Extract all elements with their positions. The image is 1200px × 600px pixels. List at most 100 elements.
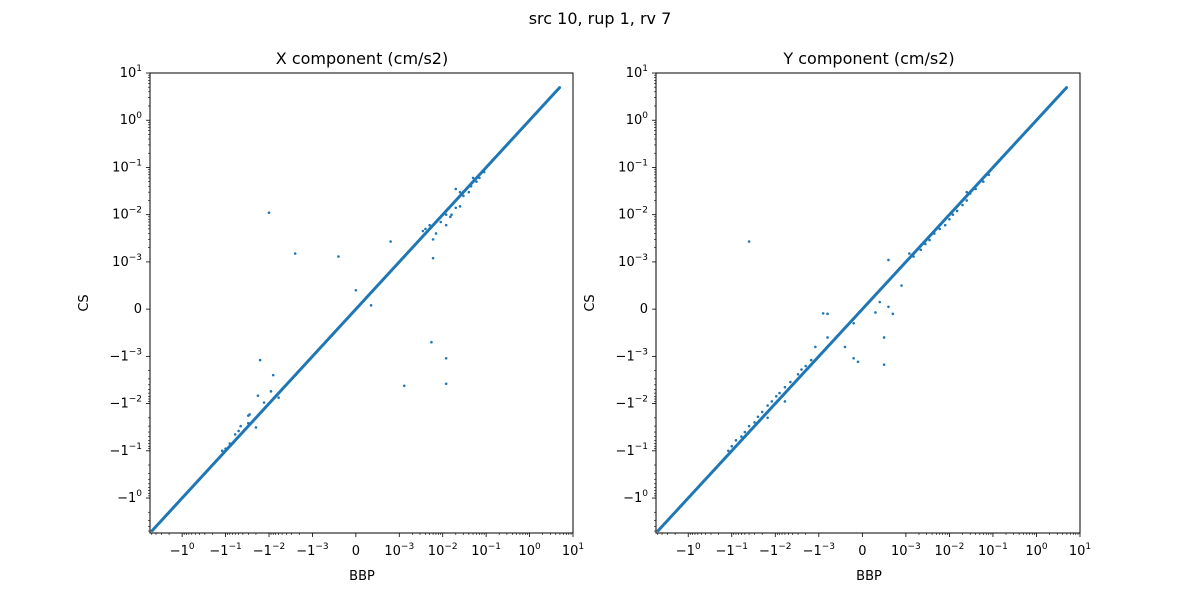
y-component-x-tick-label: 10−3 [891, 542, 921, 559]
y-component-scatter-points [727, 173, 991, 453]
y-component-scatter-point [789, 380, 792, 384]
x-component-scatter-point [277, 396, 280, 399]
x-component-x-tick-label: 100 [518, 542, 541, 559]
y-component-scatter-point [951, 213, 955, 216]
x-component-scatter-points [220, 170, 486, 453]
y-component-scatter-point [887, 305, 890, 309]
x-component-scatter-point [269, 390, 273, 393]
x-component-y-tick-label: 10−2 [112, 206, 142, 223]
y-component-scatter-point [965, 190, 969, 194]
y-component-scatter-point [760, 410, 764, 414]
y-component-x-tick-label: −1−2 [759, 542, 791, 559]
x-component-scatter-point [293, 252, 297, 255]
y-component-y-tick-label: 0 [640, 302, 648, 317]
y-component-scatter-point [968, 192, 972, 195]
y-component-scatter-point [924, 242, 927, 246]
y-component-y-tick-label: −1−2 [616, 395, 648, 412]
y-component-x-tick-label: −10 [676, 542, 701, 559]
y-component-scatter-point [796, 373, 800, 376]
y-component-diagonal-points [656, 86, 1069, 533]
x-component-axes-frame [149, 72, 574, 534]
x-component-panel: X component (cm/s2) BBP CS −10 −1−1 −1−2 −1… [77, 49, 584, 584]
x-component-x-tick-label: −1−3 [296, 542, 328, 559]
x-component-y-tick-label: 10−3 [112, 253, 142, 270]
x-component-scatter-point [454, 187, 458, 191]
x-component-scatter-point [246, 421, 250, 425]
y-component-scatter-point [948, 217, 951, 221]
y-component-axes-frame [655, 72, 1081, 534]
y-component-y-tick-label: 10−2 [618, 206, 648, 223]
x-component-x-tick-label: −1−2 [253, 542, 285, 559]
x-component-ylabel: CS [77, 294, 92, 311]
x-component-scatter-point [454, 206, 458, 210]
y-component-scatter-point [747, 240, 751, 243]
x-component-x-tick-label: 10−3 [384, 542, 414, 559]
x-component-scatter-point [462, 194, 465, 198]
y-component-diagonal-point [1065, 86, 1069, 90]
y-component-scatter-point [730, 444, 734, 448]
x-component-scatter-point [444, 223, 448, 227]
x-component-scatter-point [434, 232, 438, 235]
x-component-scatter-point [354, 288, 358, 292]
x-component-scatter-point [332, 331, 336, 335]
x-component-scatter-point [431, 256, 435, 260]
x-component-scatter-point [431, 238, 435, 241]
y-component-scatter-point [804, 364, 808, 368]
y-component-scatter-point [743, 430, 747, 434]
x-component-scatter-point [467, 190, 471, 194]
x-component-scatter-point [233, 433, 237, 436]
y-component-x-tick-label: −1−1 [716, 542, 748, 559]
y-component-scatter-point [852, 322, 855, 325]
y-component-scatter-point [774, 394, 778, 398]
x-component-scatter-point [478, 176, 481, 180]
y-component-scatter-point [809, 358, 813, 362]
x-component-scatter-point [337, 255, 340, 258]
y-component-y-tick-label: 101 [626, 64, 648, 81]
x-component-scatter-point [428, 223, 431, 227]
x-component-scatter-point [224, 447, 227, 450]
x-component-y-tick-label: −10 [117, 489, 142, 506]
y-component-scatter-point [928, 238, 931, 242]
y-component-scatter-point [747, 424, 751, 428]
x-component-scatter-point [437, 217, 440, 221]
x-component-scatter-point [449, 215, 452, 219]
y-component-scatter-point [766, 404, 769, 407]
x-component-scatter-point [482, 170, 486, 174]
x-component-scatter-point [220, 449, 224, 453]
x-component-scatter-point [267, 211, 271, 215]
y-component-scatter-point [734, 439, 738, 442]
y-component-scatter-point [821, 312, 825, 315]
y-component-scatter-point [770, 400, 774, 403]
x-component-x-tick-label: 10−1 [471, 542, 501, 559]
y-component-scatter-point [826, 336, 829, 339]
y-component-scatter-point [783, 385, 787, 389]
y-component-scatter-point [878, 300, 882, 304]
y-component-x-tick-label: 10−1 [978, 542, 1008, 559]
x-component-scatter-point [239, 424, 242, 428]
y-component-scatter-point [727, 449, 730, 453]
y-component-x-tick-label: −1−3 [803, 542, 835, 559]
x-component-scatter-point [254, 426, 258, 429]
y-component-scatter-point [753, 421, 756, 424]
x-component-scatter-point [271, 373, 275, 377]
x-component-scatter-point [402, 384, 406, 388]
y-component-y-tick-label: −10 [623, 489, 648, 506]
y-component-scatter-point [814, 345, 817, 349]
y-component-scatter-point [778, 391, 781, 395]
y-component-scatter-point [756, 415, 760, 419]
x-component-y-tick-label: 0 [134, 302, 142, 317]
x-component-scatter-point [430, 340, 433, 344]
y-component-y-tick-label: 100 [626, 111, 649, 128]
y-component-x-tick-label: 100 [1025, 542, 1048, 559]
y-component-scatter-point [965, 199, 969, 202]
x-component-scatter-point [475, 180, 478, 183]
y-component-x-tick-label: 101 [1069, 542, 1091, 559]
x-component-y-tick-label: 100 [120, 111, 143, 128]
y-component-scatter-point [938, 227, 942, 231]
x-component-scatter-point [444, 357, 448, 360]
x-component-scatter-point [256, 394, 260, 397]
y-component-x-tick-label: 10−2 [934, 542, 964, 559]
y-component-y-tick-label: 10−3 [618, 253, 648, 270]
y-component-scatter-point [882, 363, 886, 366]
